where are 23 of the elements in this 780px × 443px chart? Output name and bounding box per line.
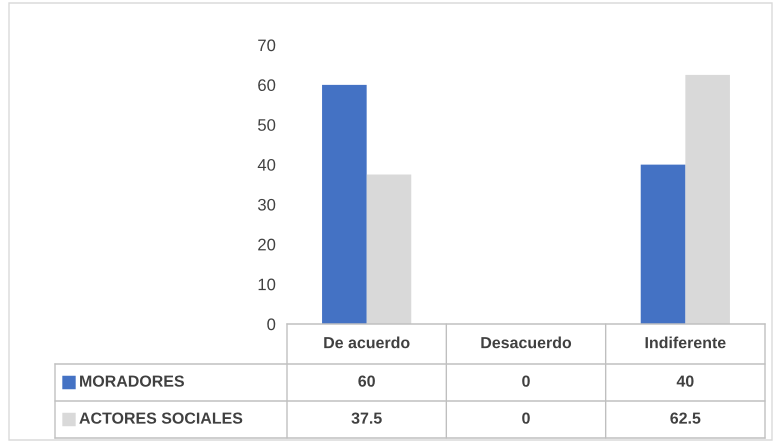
y-tick-label: 60 <box>258 79 276 92</box>
y-tick-label: 10 <box>258 278 276 290</box>
legend-label: MORADORES <box>80 375 184 387</box>
bar <box>685 74 730 324</box>
data-label: 60 <box>358 375 375 387</box>
y-tick-label: 50 <box>258 119 276 131</box>
data-label: 0 <box>522 375 530 387</box>
data-label: 37.5 <box>351 412 382 424</box>
bar <box>322 84 367 324</box>
y-tick-label: 40 <box>258 158 276 171</box>
x-tick-label: De acuerdo <box>324 336 410 348</box>
bar <box>640 164 686 324</box>
x-tick-label: Desacuerdo <box>481 336 572 348</box>
y-tick-label: 0 <box>267 318 276 330</box>
bar <box>366 174 412 324</box>
y-tick-label: 20 <box>258 238 276 250</box>
x-tick-label: Indiferente <box>646 336 726 348</box>
legend-label: ACTORES SOCIALES <box>79 412 242 424</box>
data-label: 40 <box>676 375 694 387</box>
data-label: 62.5 <box>670 412 700 424</box>
y-tick-label: 30 <box>258 198 276 211</box>
data-label: 0 <box>522 412 530 424</box>
y-tick-label: 70 <box>258 39 276 52</box>
